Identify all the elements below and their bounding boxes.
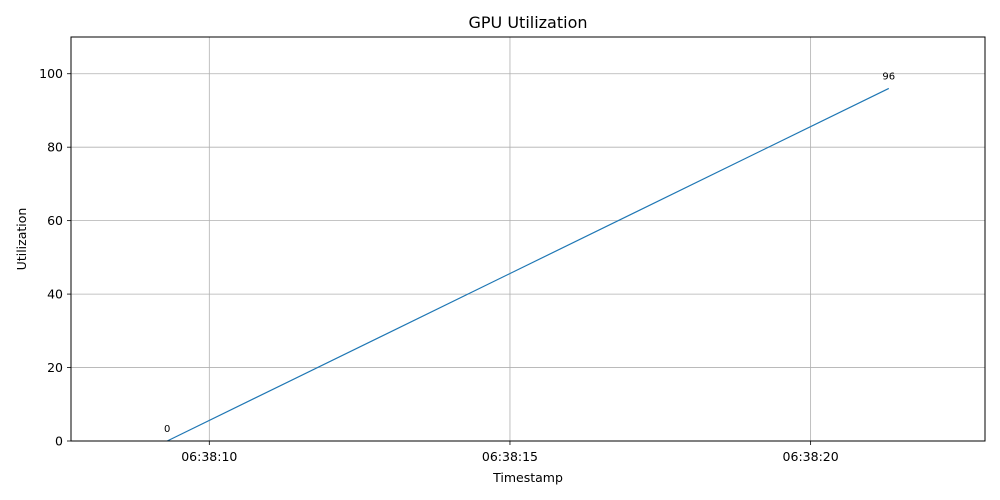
y-tick-label: 80	[47, 140, 63, 155]
grid-lines	[71, 37, 985, 442]
x-tick-label: 06:38:20	[783, 449, 839, 464]
y-tick-label: 100	[39, 66, 63, 81]
y-tick-label: 60	[47, 213, 63, 228]
y-tick-label: 40	[47, 287, 63, 302]
plot-frame	[70, 36, 986, 442]
data-label: 96	[882, 71, 895, 82]
series-line	[166, 87, 890, 442]
x-tick-label: 06:38:10	[181, 449, 237, 464]
x-axis-label: Timestamp	[492, 470, 563, 485]
axis-ticks: 06:38:10 06:38:15 06:38:20 0 20 40 60 80 100	[39, 66, 839, 464]
y-axis-label: Utilization	[14, 208, 29, 271]
chart-title: GPU Utilization	[468, 13, 587, 32]
data-label: 0	[164, 424, 170, 435]
y-tick-label: 0	[55, 434, 63, 449]
series-layer: 0 96	[164, 71, 895, 442]
x-tick-label: 06:38:15	[482, 449, 538, 464]
y-tick-label: 20	[47, 360, 63, 375]
